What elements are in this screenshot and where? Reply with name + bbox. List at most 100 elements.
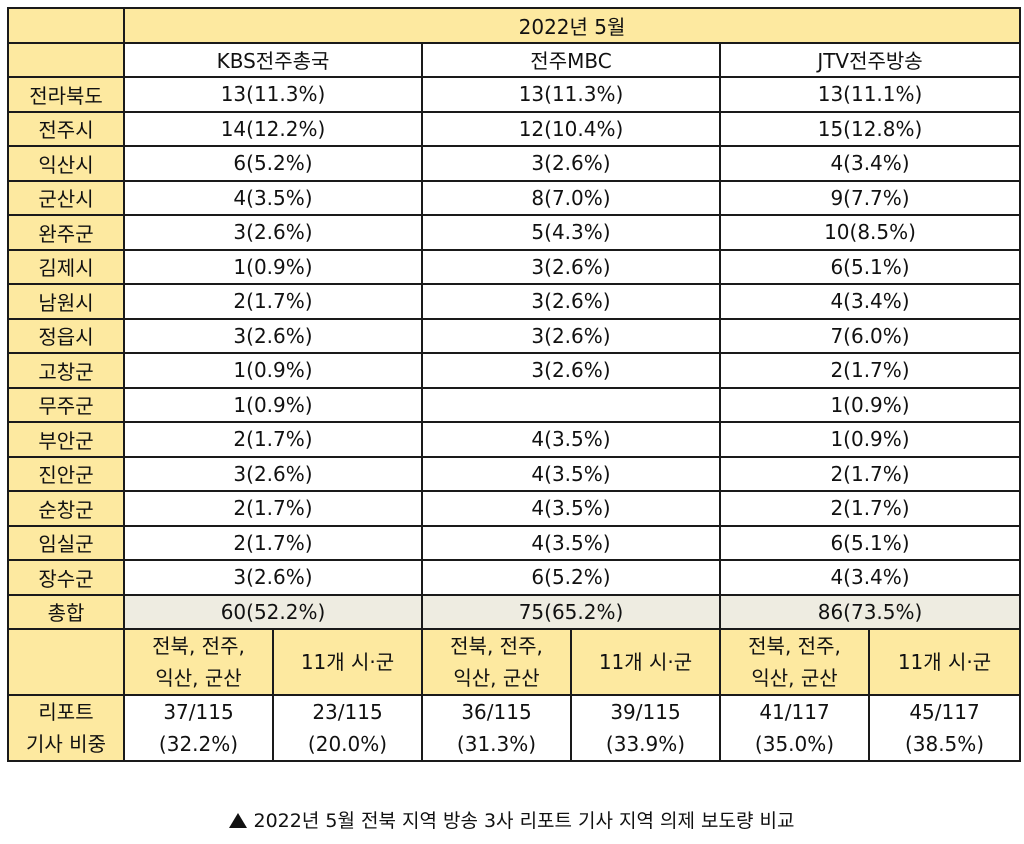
report-cell: 37/115 (32.2%)	[123, 694, 274, 762]
report-count: 39/115	[610, 700, 681, 724]
table-row: 완주군 3(2.6%) 5(4.3%) 10(8.5%)	[7, 214, 1022, 251]
group-major-kbs: 전북, 전주, 익산, 군산	[123, 628, 274, 696]
value-mbc: 6(5.2%)	[421, 559, 721, 596]
value-jtv: 7(6.0%)	[718, 317, 1022, 354]
value-mbc: 8(7.0%)	[421, 179, 721, 216]
report-count: 36/115	[461, 700, 532, 724]
table-row: 무주군 1(0.9%) 1(0.9%)	[7, 386, 1022, 423]
total-label: 총합	[7, 593, 125, 630]
coverage-table: 2022년 5월 KBS전주총국 전주MBC JTV전주방송 전라북도 13(11…	[7, 7, 1022, 762]
value-kbs: 14(12.2%)	[123, 110, 423, 147]
value-mbc: 3(2.6%)	[421, 317, 721, 354]
value-mbc	[421, 386, 721, 423]
value-jtv: 10(8.5%)	[718, 214, 1022, 251]
value-kbs: 1(0.9%)	[123, 386, 423, 423]
value-mbc: 13(11.3%)	[421, 76, 721, 113]
total-mbc: 75(65.2%)	[421, 593, 721, 630]
total-kbs: 60(52.2%)	[123, 593, 423, 630]
group-major-mbc: 전북, 전주, 익산, 군산	[421, 628, 572, 696]
value-mbc: 5(4.3%)	[421, 214, 721, 251]
value-kbs: 2(1.7%)	[123, 524, 423, 561]
value-kbs: 3(2.6%)	[123, 559, 423, 596]
region-name: 순창군	[7, 490, 125, 527]
caption-text: 2022년 5월 전북 지역 방송 3사 리포트 기사 지역 의제 보도량 비교	[253, 810, 795, 832]
region-name: 익산시	[7, 145, 125, 182]
table-row: 고창군 1(0.9%) 3(2.6%) 2(1.7%)	[7, 352, 1022, 389]
value-mbc: 4(3.5%)	[421, 490, 721, 527]
value-kbs: 6(5.2%)	[123, 145, 423, 182]
table-row: 군산시 4(3.5%) 8(7.0%) 9(7.7%)	[7, 179, 1022, 216]
group-major-line2: 익산, 군산	[453, 666, 540, 690]
table-row: 정읍시 3(2.6%) 3(2.6%) 7(6.0%)	[7, 317, 1022, 354]
value-kbs: 2(1.7%)	[123, 283, 423, 320]
station-header-jtv: JTV전주방송	[718, 41, 1022, 78]
period-header: 2022년 5월	[122, 7, 1022, 44]
region-name: 고창군	[7, 352, 125, 389]
group-major-line1: 전북, 전주,	[748, 634, 841, 658]
value-jtv: 4(3.4%)	[718, 145, 1022, 182]
group-major-line2: 익산, 군산	[155, 666, 242, 690]
total-row: 총합 60(52.2%) 75(65.2%) 86(73.5%)	[7, 593, 1022, 630]
group-minor-jtv: 11개 시·군	[867, 628, 1022, 696]
report-label-line2: 기사 비중	[26, 732, 106, 756]
value-jtv: 1(0.9%)	[718, 386, 1022, 423]
report-count: 37/115	[163, 700, 234, 724]
table-row: 임실군 2(1.7%) 4(3.5%) 6(5.1%)	[7, 524, 1022, 561]
report-cell: 36/115 (31.3%)	[421, 694, 572, 762]
value-kbs: 2(1.7%)	[123, 421, 423, 458]
table-row: 전라북도 13(11.3%) 13(11.3%) 13(11.1%)	[7, 76, 1022, 113]
group-major-line1: 전북, 전주,	[450, 634, 543, 658]
table-row: 순창군 2(1.7%) 4(3.5%) 2(1.7%)	[7, 490, 1022, 527]
report-pct: (35.0%)	[754, 732, 835, 756]
table-row: 김제시 1(0.9%) 3(2.6%) 6(5.1%)	[7, 248, 1022, 285]
region-name: 정읍시	[7, 317, 125, 354]
value-jtv: 6(5.1%)	[718, 248, 1022, 285]
value-jtv: 13(11.1%)	[718, 76, 1022, 113]
group-major-line2: 익산, 군산	[751, 666, 838, 690]
region-name: 김제시	[7, 248, 125, 285]
group-major-jtv: 전북, 전주, 익산, 군산	[719, 628, 870, 696]
value-mbc: 12(10.4%)	[421, 110, 721, 147]
table-row: 장수군 3(2.6%) 6(5.2%) 4(3.4%)	[7, 559, 1022, 596]
value-mbc: 4(3.5%)	[421, 524, 721, 561]
value-kbs: 1(0.9%)	[123, 248, 423, 285]
value-mbc: 3(2.6%)	[421, 248, 721, 285]
station-header-kbs: KBS전주총국	[123, 41, 423, 78]
triangle-up-icon	[229, 813, 248, 828]
table-row: 전주시 14(12.2%) 12(10.4%) 15(12.8%)	[7, 110, 1022, 147]
value-jtv: 9(7.7%)	[718, 179, 1022, 216]
period-header-row: 2022년 5월	[7, 7, 1022, 44]
value-jtv: 2(1.7%)	[718, 455, 1022, 492]
value-jtv: 4(3.4%)	[718, 283, 1022, 320]
corner-cell	[7, 41, 125, 78]
report-pct: (31.3%)	[456, 732, 537, 756]
value-jtv: 2(1.7%)	[718, 490, 1022, 527]
value-jtv: 15(12.8%)	[718, 110, 1022, 147]
value-kbs: 2(1.7%)	[123, 490, 423, 527]
report-pct: (20.0%)	[307, 732, 388, 756]
value-mbc: 3(2.6%)	[421, 145, 721, 182]
region-name: 부안군	[7, 421, 125, 458]
value-mbc: 4(3.5%)	[421, 455, 721, 492]
region-name: 장수군	[7, 559, 125, 596]
value-jtv: 1(0.9%)	[718, 421, 1022, 458]
report-pct: (38.5%)	[904, 732, 985, 756]
report-pct: (33.9%)	[605, 732, 686, 756]
report-count: 23/115	[312, 700, 383, 724]
group-header-row: 전북, 전주, 익산, 군산 11개 시·군 전북, 전주, 익산, 군산 11개 …	[7, 628, 1022, 696]
total-jtv: 86(73.5%)	[718, 593, 1022, 630]
report-count: 45/117	[909, 700, 980, 724]
table-row: 부안군 2(1.7%) 4(3.5%) 1(0.9%)	[7, 421, 1022, 458]
corner-cell	[7, 7, 125, 44]
value-jtv: 6(5.1%)	[718, 524, 1022, 561]
report-count: 41/117	[759, 700, 830, 724]
report-cell: 41/117 (35.0%)	[719, 694, 870, 762]
value-mbc: 4(3.5%)	[421, 421, 721, 458]
value-kbs: 4(3.5%)	[123, 179, 423, 216]
region-name: 진안군	[7, 455, 125, 492]
value-kbs: 1(0.9%)	[123, 352, 423, 389]
table-caption: 2022년 5월 전북 지역 방송 3사 리포트 기사 지역 의제 보도량 비교	[0, 806, 1024, 833]
report-label-line1: 리포트	[38, 700, 94, 724]
